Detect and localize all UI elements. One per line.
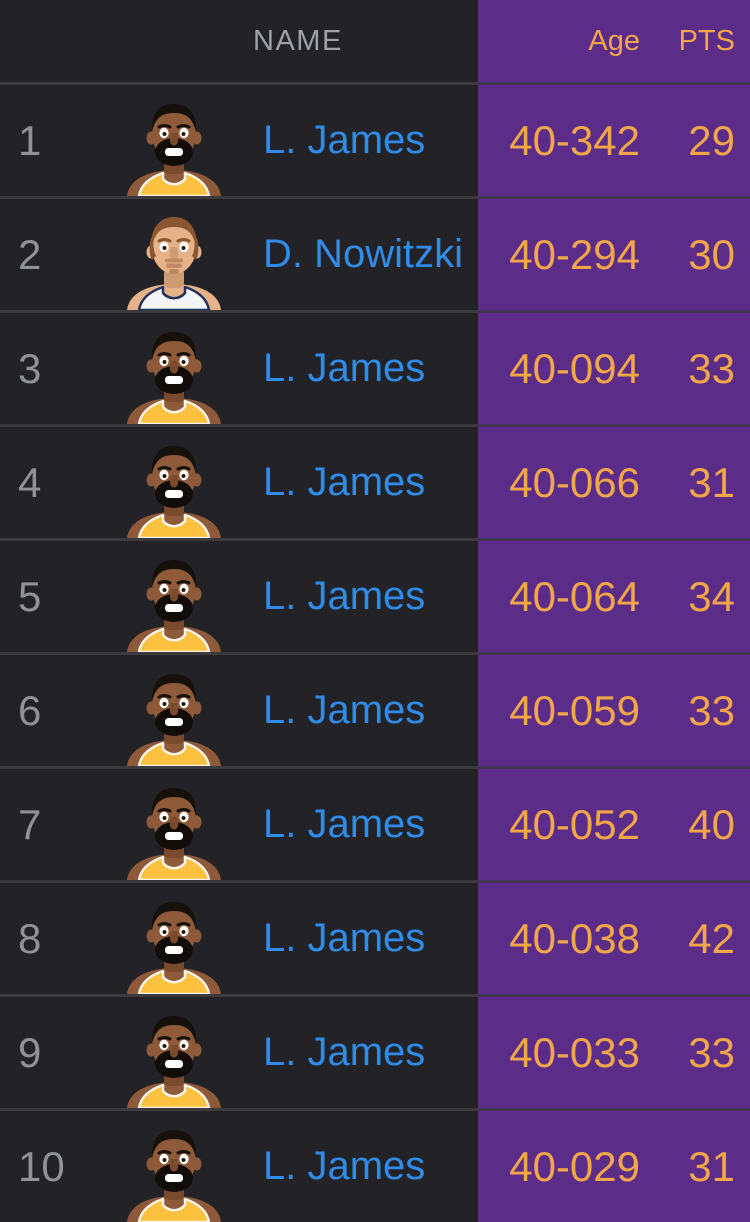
age-value: 40-094 (509, 344, 640, 392)
age-value: 40-029 (509, 1142, 640, 1190)
table-row[interactable]: 1 L. James 40-342 29 (0, 85, 750, 199)
rank-label: 4 (18, 458, 42, 506)
stats-panel: 40-033 33 (478, 997, 750, 1111)
row-left-section: 1 L. James (0, 85, 478, 199)
stats-panel: 40-066 31 (478, 427, 750, 541)
player-name-link[interactable]: L. James (263, 916, 426, 960)
header-row: NAME Age PTS (0, 0, 750, 85)
pts-value: 34 (688, 572, 735, 620)
pts-value: 31 (688, 1142, 735, 1190)
stats-panel: 40-294 30 (478, 199, 750, 313)
header-left-section: NAME (0, 0, 478, 85)
player-name-link[interactable]: L. James (263, 460, 426, 504)
pts-value: 31 (688, 458, 735, 506)
row-left-section: 5 L. James (0, 541, 478, 655)
rank-label: 5 (18, 572, 42, 620)
row-left-section: 2 D. Nowitzki (0, 199, 478, 313)
pts-value: 33 (688, 686, 735, 734)
row-left-section: 6 L. James (0, 655, 478, 769)
row-left-section: 4 L. James (0, 427, 478, 541)
player-name-link[interactable]: L. James (263, 1030, 426, 1074)
age-column-header: Age (588, 24, 640, 57)
table-row[interactable]: 7 L. James 40-052 40 (0, 769, 750, 883)
table-row[interactable]: 10 L. James 40-029 31 (0, 1111, 750, 1222)
player-avatar[interactable] (95, 328, 253, 424)
player-avatar[interactable] (95, 442, 253, 538)
stats-panel: 40-064 34 (478, 541, 750, 655)
table-row[interactable]: 2 D. Nowitzki 40-294 30 (0, 199, 750, 313)
table-row[interactable]: 6 L. James 40-059 33 (0, 655, 750, 769)
rank-label: 8 (18, 914, 42, 962)
player-avatar[interactable] (95, 1126, 253, 1222)
table-row[interactable]: 9 L. James 40-033 33 (0, 997, 750, 1111)
pts-value: 29 (688, 116, 735, 164)
age-value: 40-033 (509, 1028, 640, 1076)
rank-label: 1 (18, 116, 42, 164)
table-row[interactable]: 8 L. James 40-038 42 (0, 883, 750, 997)
table-row[interactable]: 4 L. James 40-066 31 (0, 427, 750, 541)
pts-value: 33 (688, 344, 735, 392)
rank-label: 2 (18, 230, 42, 278)
rank-label: 9 (18, 1028, 42, 1076)
player-name-link[interactable]: L. James (263, 688, 426, 732)
rank-label: 7 (18, 800, 42, 848)
pts-value: 42 (688, 914, 735, 962)
player-name-link[interactable]: L. James (263, 802, 426, 846)
age-value: 40-066 (509, 458, 640, 506)
row-left-section: 10 L. James (0, 1111, 478, 1222)
player-name-link[interactable]: L. James (263, 1144, 426, 1188)
row-left-section: 9 L. James (0, 997, 478, 1111)
name-column-header: NAME (253, 24, 343, 57)
pts-value: 33 (688, 1028, 735, 1076)
row-left-section: 3 L. James (0, 313, 478, 427)
rank-label: 10 (18, 1142, 65, 1190)
rank-label: 6 (18, 686, 42, 734)
rank-label: 3 (18, 344, 42, 392)
player-avatar[interactable] (95, 100, 253, 196)
age-value: 40-342 (509, 116, 640, 164)
table-body: 1 L. James 40-342 29 2 D. Nowitzki 40-29… (0, 85, 750, 1222)
table-row[interactable]: 3 L. James 40-094 33 (0, 313, 750, 427)
player-avatar[interactable] (95, 214, 253, 310)
stats-panel: 40-029 31 (478, 1111, 750, 1222)
pts-column-header: PTS (678, 24, 735, 57)
stats-panel: 40-059 33 (478, 655, 750, 769)
stats-panel: 40-342 29 (478, 85, 750, 199)
age-value: 40-052 (509, 800, 640, 848)
player-avatar[interactable] (95, 784, 253, 880)
age-value: 40-294 (509, 230, 640, 278)
stats-panel: 40-052 40 (478, 769, 750, 883)
table-row[interactable]: 5 L. James 40-064 34 (0, 541, 750, 655)
pts-value: 30 (688, 230, 735, 278)
row-left-section: 8 L. James (0, 883, 478, 997)
age-value: 40-059 (509, 686, 640, 734)
player-avatar[interactable] (95, 1012, 253, 1108)
player-name-link[interactable]: L. James (263, 574, 426, 618)
age-value: 40-038 (509, 914, 640, 962)
stats-panel: 40-038 42 (478, 883, 750, 997)
row-left-section: 7 L. James (0, 769, 478, 883)
player-avatar[interactable] (95, 898, 253, 994)
player-avatar[interactable] (95, 556, 253, 652)
header-stats-panel: Age PTS (478, 0, 750, 85)
player-avatar[interactable] (95, 670, 253, 766)
pts-value: 40 (688, 800, 735, 848)
age-value: 40-064 (509, 572, 640, 620)
player-name-link[interactable]: L. James (263, 118, 426, 162)
player-name-link[interactable]: D. Nowitzki (263, 232, 464, 276)
player-name-link[interactable]: L. James (263, 346, 426, 390)
stats-panel: 40-094 33 (478, 313, 750, 427)
